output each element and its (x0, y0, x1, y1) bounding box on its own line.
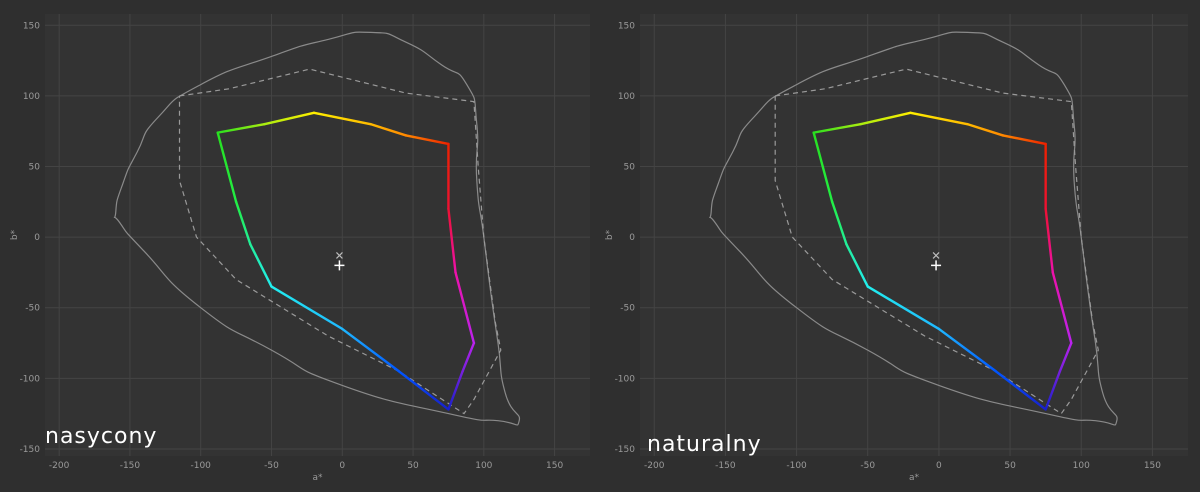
chart-nasycony: -200 -150 -100 -50 0 50 100 150 -150 -100 -50 0 50 10… (10, 14, 590, 483)
y-tick-label: 100 (23, 92, 40, 102)
chart-naturalny: -200 -150 -100 -50 0 50 100 150 -150 -100 -50 0 50 10… (605, 14, 1188, 483)
gamut-segment (270, 285, 344, 331)
x-axis-label: a* (312, 473, 323, 483)
gamut-segment (830, 200, 848, 246)
x-tick-label: 50 (1004, 461, 1016, 471)
x-tick-label: -100 (190, 461, 211, 471)
y-tick-label: 0 (34, 233, 40, 243)
gamut-segment (1044, 370, 1062, 411)
gamut-segment (1044, 207, 1054, 274)
x-tick-label: -50 (860, 461, 875, 471)
gamut-segment (312, 111, 372, 126)
gamut-segment (812, 122, 862, 134)
gamut-segment (234, 200, 252, 246)
gamut-series (812, 111, 1073, 411)
gamut-segment (1051, 271, 1073, 345)
plot-area (640, 14, 1188, 456)
gamut-segment (341, 327, 401, 373)
y-tick-label: -150 (615, 445, 636, 455)
x-tick-label: -200 (644, 461, 665, 471)
y-tick-label: -150 (20, 445, 41, 455)
x-tick-label: 50 (407, 461, 419, 471)
white-point-x-marker (336, 252, 343, 259)
gamut-segment (404, 134, 450, 146)
gamut-segment (1001, 134, 1047, 146)
gamut-segment (859, 111, 912, 126)
gamut-segment (937, 327, 998, 373)
panel-title-nasycony: nasycony (45, 424, 158, 449)
gamut-segment (845, 242, 869, 288)
x-tick-label: -150 (715, 461, 736, 471)
x-tick-label: 100 (1073, 461, 1090, 471)
gamut-segment (454, 271, 476, 345)
x-tick-label: 0 (936, 461, 942, 471)
gamut-segment (216, 131, 238, 204)
y-tick-label: 150 (618, 21, 635, 31)
white-point-x-marker (932, 252, 940, 259)
gamut-segment (447, 370, 464, 411)
white-point-plus-marker (931, 260, 942, 271)
y-tick-label: -100 (20, 374, 41, 384)
outer-gamut-curve (709, 31, 1118, 426)
gamut-segment (812, 131, 834, 204)
y-tick-label: 150 (23, 21, 40, 31)
gamut-segment (994, 370, 1047, 411)
x-tick-label: -150 (120, 461, 141, 471)
y-tick-label: -50 (620, 304, 635, 314)
gamut-segment (216, 122, 266, 134)
y-tick-label: 0 (629, 233, 635, 243)
y-tick-label: -50 (25, 304, 40, 314)
panel-title-naturalny: naturalny (647, 432, 762, 457)
x-tick-label: -200 (49, 461, 70, 471)
gamut-segment (866, 285, 941, 331)
x-tick-label: 0 (339, 461, 345, 471)
y-tick-label: 50 (29, 163, 41, 173)
x-tick-label: 150 (1144, 461, 1161, 471)
plot-area (45, 14, 590, 456)
gamut-segment (1058, 341, 1073, 373)
y-tick-label: 100 (618, 92, 635, 102)
y-axis-label: b* (605, 229, 615, 240)
gamut-segment (249, 242, 273, 288)
x-tick-label: -100 (786, 461, 807, 471)
x-tick-label: 150 (546, 461, 563, 471)
y-axis-label: b* (10, 229, 20, 240)
white-point-plus-marker (334, 260, 345, 271)
x-tick-label: -50 (264, 461, 279, 471)
y-tick-label: -100 (615, 374, 636, 384)
gamut-segment (447, 207, 457, 274)
gamut-segment (397, 370, 450, 411)
y-tick-label: 50 (624, 163, 636, 173)
x-tick-label: 100 (475, 461, 492, 471)
gamut-segment (909, 111, 969, 126)
gamut-series (216, 111, 476, 411)
x-axis-label: a* (909, 473, 920, 483)
reference-gamut-curve (178, 68, 502, 415)
reference-gamut-curve (774, 68, 1099, 415)
gamut-segment (369, 122, 408, 137)
gamut-segment (461, 341, 476, 373)
gamut-segment (966, 122, 1005, 137)
gamut-segment (263, 111, 316, 126)
grid (45, 14, 590, 456)
grid (640, 14, 1188, 456)
